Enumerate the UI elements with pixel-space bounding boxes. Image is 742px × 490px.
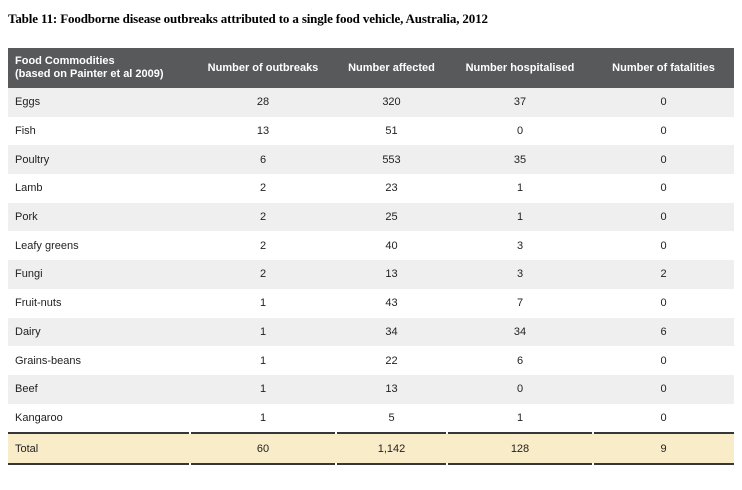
cell-outbreaks: 1 [259,383,267,396]
total-fatalities: 9 [660,442,667,455]
table-row-grains-beans: Grains-beans 1 22 6 0 [8,346,734,375]
cell-hospitalised: 1 [516,211,524,224]
table-row-pork: Pork 2 25 1 0 [8,202,734,232]
total-affected: 1,142 [377,442,406,455]
cell-commodity: Leafy greens [15,239,79,252]
cell-affected: 25 [385,211,398,224]
header-commodity: Food Commodities (based on Painter et al… [8,48,190,88]
cell-hospitalised: 3 [516,268,524,281]
cell-outbreaks: 2 [259,182,267,195]
cell-fatalities: 0 [660,383,667,396]
cell-hospitalised: 7 [516,297,524,310]
header-fatalities: Number of fatalities [612,62,715,74]
cell-affected: 13 [385,383,398,396]
cell-affected: 51 [385,125,398,138]
table-row-fruit-nuts: Fruit-nuts 1 43 7 0 [8,288,734,318]
cell-hospitalised: 1 [516,182,524,195]
cell-outbreaks: 1 [259,411,267,424]
total-outbreaks: 60 [256,442,270,455]
cell-commodity: Kangaroo [15,411,63,424]
cell-fatalities: 2 [660,268,667,281]
table-row-poultry: Poultry 6 553 35 0 [8,145,734,175]
cell-affected: 5 [388,411,395,424]
cell-fatalities: 0 [660,96,667,109]
cell-commodity: Fungi [15,268,43,281]
cell-commodity: Lamb [15,182,43,195]
table-row-fungi: Fungi 2 13 3 2 [8,260,734,289]
cell-affected: 320 [382,96,401,109]
cell-hospitalised: 35 [513,153,527,166]
cell-fatalities: 0 [660,153,667,166]
cell-commodity: Fruit-nuts [15,297,62,310]
cell-commodity: Grains-beans [15,354,82,367]
cell-commodity: Pork [15,211,38,224]
cell-fatalities: 0 [660,239,667,252]
cell-affected: 23 [385,182,398,195]
cell-commodity: Dairy [15,325,41,338]
cell-outbreaks: 1 [259,354,267,367]
header-outbreaks: Number of outbreaks [207,62,319,74]
table-row-fish: Fish 13 51 0 0 [8,116,734,146]
cell-hospitalised: 0 [516,383,524,396]
cell-commodity: Beef [15,383,38,396]
cell-commodity: Poultry [15,153,50,166]
cell-hospitalised: 6 [516,354,524,367]
cell-hospitalised: 34 [513,325,527,338]
header-commodity-line2: (based on Painter et al 2009) [15,68,164,80]
cell-outbreaks: 6 [259,153,267,166]
header-affected: Number affected [348,62,435,74]
cell-commodity: Fish [15,125,36,138]
cell-fatalities: 0 [660,297,667,310]
cell-outbreaks: 2 [259,268,267,281]
table-total-row: Total 60 1,142 128 9 [8,432,734,466]
header-hospitalised: Number hospitalised [465,62,575,74]
cell-affected: 553 [382,153,401,166]
cell-affected: 43 [385,297,398,310]
cell-commodity: Eggs [15,96,41,109]
cell-outbreaks: 1 [259,297,267,310]
table-row-leafy-greens: Leafy greens 2 40 3 0 [8,231,734,261]
cell-fatalities: 0 [660,411,667,424]
cell-fatalities: 0 [660,182,667,195]
total-hospitalised: 128 [510,442,530,455]
cell-fatalities: 6 [660,325,667,338]
table-header-row: Food Commodities (based on Painter et al… [8,48,734,88]
cell-hospitalised: 37 [513,96,527,109]
cell-affected: 34 [385,325,398,338]
cell-fatalities: 0 [660,354,667,367]
header-commodity-line1: Food Commodities [15,55,115,67]
table-row-dairy: Dairy 1 34 34 6 [8,317,734,347]
cell-hospitalised: 1 [516,411,524,424]
cell-affected: 22 [385,354,398,367]
cell-hospitalised: 3 [516,239,524,252]
cell-outbreaks: 2 [259,211,267,224]
cell-outbreaks: 28 [256,96,270,109]
table-row-lamb: Lamb 2 23 1 0 [8,174,734,203]
cell-fatalities: 0 [660,211,667,224]
cell-outbreaks: 1 [259,325,267,338]
cell-outbreaks: 2 [259,239,267,252]
table-caption: Table 11: Foodborne disease outbreaks at… [8,11,488,26]
cell-fatalities: 0 [660,125,667,138]
table-row-eggs: Eggs 28 320 37 0 [8,88,734,117]
cell-affected: 13 [385,268,398,281]
cell-hospitalised: 0 [516,125,524,138]
cell-outbreaks: 13 [256,125,270,138]
table-row-kangaroo: Kangaroo 1 5 1 0 [8,403,734,433]
cell-affected: 40 [385,239,398,252]
data-table: Food Commodities (based on Painter et al… [8,48,734,466]
table-row-beef: Beef 1 13 0 0 [8,374,734,404]
total-label: Total [15,442,39,455]
